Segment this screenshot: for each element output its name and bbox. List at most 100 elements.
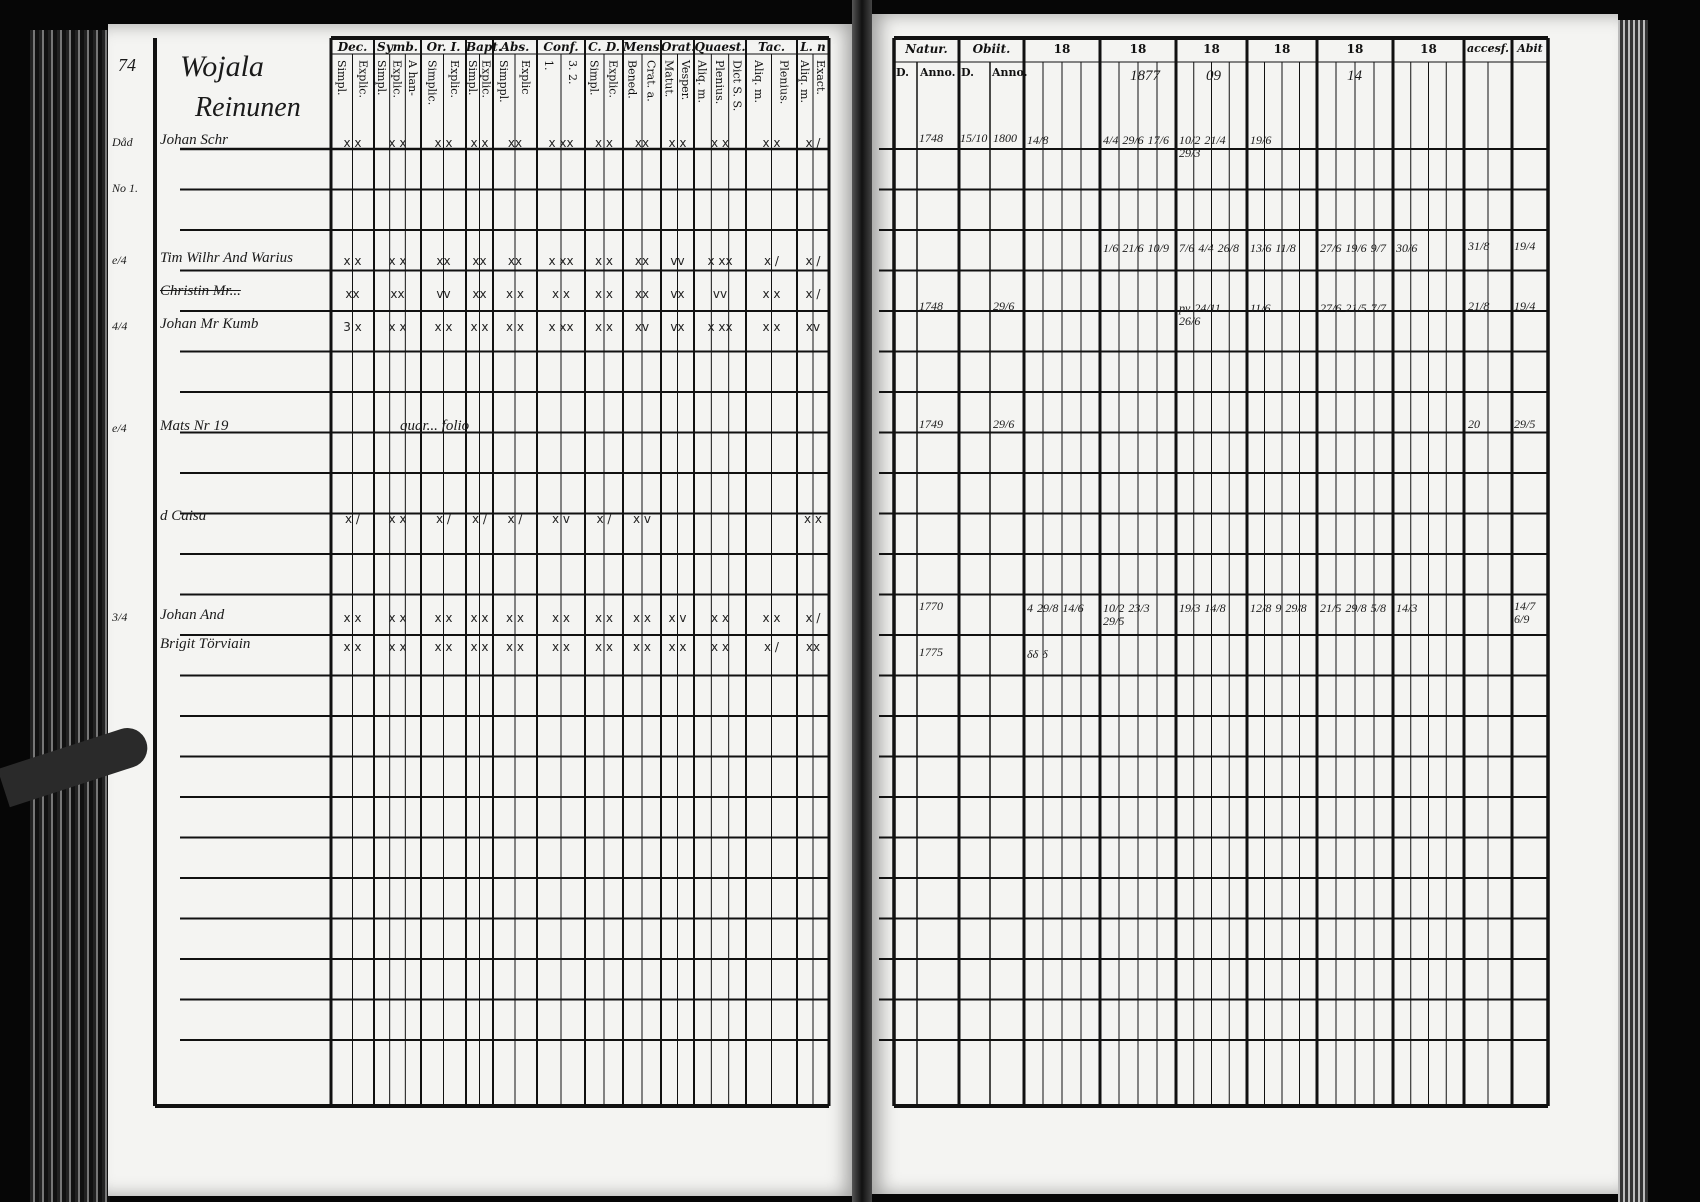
obiit-day-header: D. [961, 66, 974, 79]
subcolumn-header: Aliq. m. [695, 60, 709, 103]
subcolumn-header: Simplic. [425, 60, 439, 106]
tick-mark: x x [710, 136, 730, 150]
tick-mark: x xx [548, 320, 574, 334]
person-name: Johan And [160, 607, 225, 623]
tick-mark: vv [670, 254, 685, 268]
tick-mark: vx [670, 320, 685, 334]
subcolumn-header: A han- [406, 60, 420, 96]
tick-mark: x x [632, 611, 652, 625]
column-header-7: Mens. [623, 40, 664, 54]
year-header-1: 18 [1129, 42, 1147, 56]
tick-mark: x x [505, 287, 525, 301]
column-header-4: Abs. [500, 40, 530, 54]
tick-mark: x x [470, 611, 489, 625]
village-name: Wojala [180, 50, 264, 83]
subcolumn-header: Simpl. [334, 60, 348, 96]
tick-mark: x x [343, 136, 362, 150]
column-header-0: Dec. [337, 40, 368, 54]
tick-mark: x x [388, 512, 407, 526]
row-margin-note: 4/4 [112, 319, 128, 333]
person-name: d Caisa [160, 508, 207, 524]
tick-mark: x x [505, 320, 525, 334]
year-entry: 14/8 [1027, 133, 1049, 147]
person-name: Brigit Törviain [160, 636, 251, 652]
person-name: Johan Schr [160, 132, 228, 148]
tick-mark: x x [594, 320, 614, 334]
year-entry: 10/2 21/4 29/3 [1179, 133, 1226, 160]
column-header-10: Tac. [757, 40, 786, 54]
birth-year: 1775 [919, 645, 943, 659]
person-name: Tim Wilhr And Warius [160, 250, 293, 266]
year-entry: 21/5 29/8 5/8 [1320, 601, 1387, 615]
tick-mark: x v [632, 512, 652, 526]
column-header-9: Quaest. [694, 40, 746, 54]
tick-mark: x x [388, 254, 407, 268]
tick-mark: xx [472, 254, 487, 268]
year-header-2: 18 [1203, 42, 1220, 56]
year-entry: δδ δ [1027, 647, 1048, 661]
tick-mark: x x [388, 611, 407, 625]
left-page [108, 24, 860, 1196]
tick-mark: x x [343, 611, 362, 625]
year-entry: pv 24/11 26/6 [1179, 301, 1221, 328]
tick-mark: x x [803, 512, 823, 526]
tick-mark: x x [594, 287, 614, 301]
tick-mark: x x [388, 320, 407, 334]
tick-mark: x x [668, 136, 687, 150]
tick-mark: x xx [548, 254, 574, 268]
year-header-3: 18 [1273, 42, 1291, 56]
tick-mark: xx [390, 287, 405, 301]
tick-mark: x x [762, 320, 781, 334]
tick-mark: x x [505, 640, 525, 654]
tick-mark: vx [670, 287, 685, 301]
tick-mark: x x [470, 136, 489, 150]
year-suffix: 14 [1347, 68, 1362, 84]
year-entry: 19/3 14/8 [1179, 601, 1226, 615]
row-note: quar... folio [400, 418, 470, 434]
tick-mark: xx [507, 136, 523, 150]
tick-mark: x / [805, 287, 821, 301]
subcolumn-header: Bened. [625, 60, 639, 99]
accesf-header: accesf. [1467, 42, 1509, 55]
year-suffix: 09 [1206, 68, 1221, 84]
tick-mark: xx [805, 640, 821, 654]
year-entry: 11/6 [1250, 301, 1271, 315]
tick-mark: xx [634, 287, 650, 301]
tick-mark: x x [551, 287, 571, 301]
subcolumn-header: Explic. [356, 60, 370, 98]
obiit-anno-header: Anno. [992, 66, 1028, 79]
tick-mark: vv [436, 287, 451, 301]
tick-mark: x x [762, 611, 781, 625]
tick-mark: x x [762, 136, 781, 150]
abit-header: Abit [1517, 42, 1543, 55]
tick-mark: x x [710, 611, 730, 625]
tick-mark: x x [762, 287, 781, 301]
tick-mark: x x [470, 320, 489, 334]
year-suffix: 1877 [1130, 68, 1160, 84]
birth-year: 1770 [919, 599, 943, 613]
tick-mark: xx [634, 136, 650, 150]
year-header-0: 18 [1053, 42, 1071, 56]
subcolumn-header: Exact. [814, 60, 827, 95]
subcolumn-header: Explic. [447, 60, 461, 98]
tick-mark: x / [805, 136, 821, 150]
row-margin-note: No 1. [112, 181, 139, 195]
column-header-5: Conf. [543, 40, 579, 54]
book-edge-right [1618, 20, 1648, 1202]
tick-mark: 3 x [343, 320, 362, 334]
tick-mark: x / [805, 611, 821, 625]
tick-mark: x / [805, 254, 821, 268]
abit-entry: 19/4 [1514, 299, 1536, 313]
year-entry: 27/6 19/6 9/7 [1320, 241, 1387, 255]
natur-day-header: D. [896, 66, 909, 79]
column-header-1: Symb. [377, 40, 418, 54]
year-entry: 19/6 [1250, 133, 1272, 147]
tick-mark: x / [472, 512, 487, 526]
person-name: Johan Mr Kumb [160, 316, 259, 332]
tick-mark: vv [712, 287, 728, 301]
tick-mark: x x [668, 640, 687, 654]
year-entry: 30/6 [1396, 241, 1418, 255]
subcolumn-header: Vesper. [678, 60, 692, 101]
year-entry: 4/4 29/6 17/6 [1103, 133, 1170, 147]
row-margin-note: Dåd [112, 135, 133, 149]
